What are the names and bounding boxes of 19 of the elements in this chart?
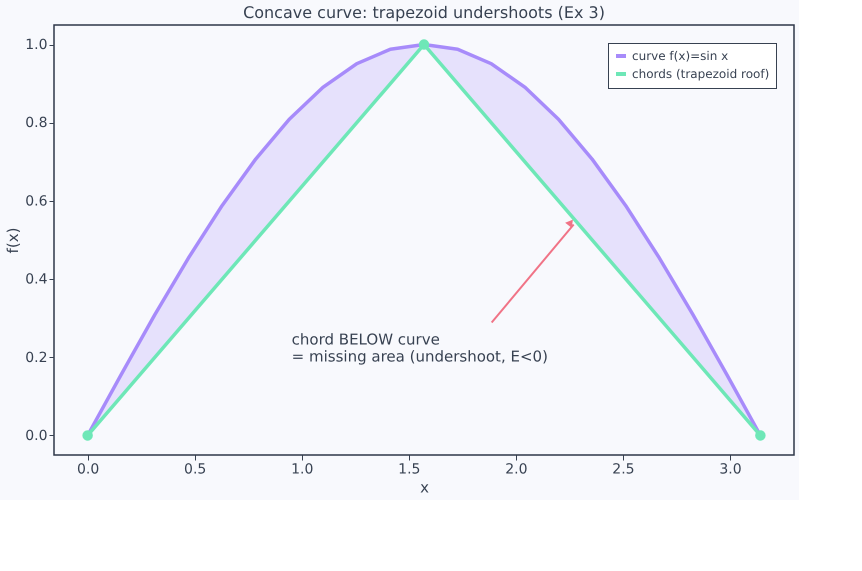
- x-tick-label: 1.0: [291, 462, 314, 478]
- y-tick-label: 1.0: [25, 37, 48, 54]
- y-tick-label: 0.8: [25, 115, 48, 132]
- chart-title: Concave curve: trapezoid undershoots (Ex 3): [243, 3, 605, 22]
- y-tick-label: 0.2: [25, 350, 48, 366]
- x-tick-label: 2.5: [612, 462, 635, 478]
- x-tick-label: 0.0: [76, 462, 100, 478]
- legend-label: chords (trapezoid roof): [632, 67, 770, 81]
- x-tick-label: 0.5: [184, 462, 206, 478]
- x-axis-title: x: [420, 478, 430, 496]
- x-tick-label: 1.5: [398, 462, 420, 478]
- y-tick-label: 0.6: [25, 193, 48, 210]
- annotation: chord BELOW curve = missing area (undershoot, E<0): [292, 330, 548, 366]
- x-tick-label: 3.0: [719, 462, 742, 478]
- legend-label: curve f(x)=sin x: [632, 49, 728, 63]
- y-axis-title: f(x): [4, 228, 22, 254]
- x-tick-label: 2.0: [505, 462, 528, 478]
- y-tick-label: 0.0: [25, 428, 48, 444]
- y-tick-label: 0.4: [25, 272, 48, 288]
